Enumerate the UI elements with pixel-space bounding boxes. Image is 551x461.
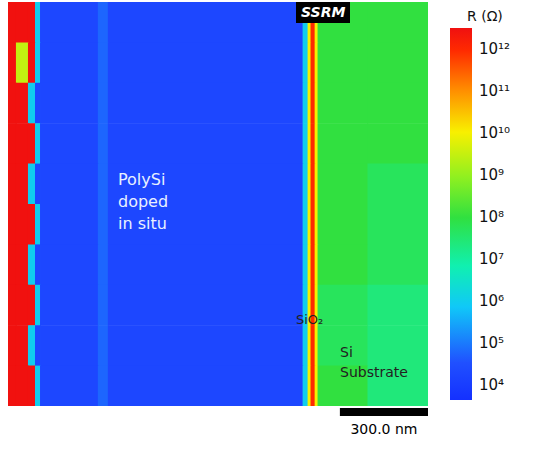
svg-text:10¹¹: 10¹¹	[479, 82, 510, 100]
svg-text:10⁸: 10⁸	[479, 208, 504, 226]
svg-text:Si: Si	[340, 344, 353, 360]
svg-text:10⁴: 10⁴	[479, 376, 504, 394]
svg-text:SSRM: SSRM	[301, 4, 345, 20]
svg-text:doped: doped	[118, 192, 168, 211]
svg-text:10⁵: 10⁵	[479, 334, 504, 352]
svg-text:SiO₂: SiO₂	[296, 312, 323, 327]
svg-text:Substrate: Substrate	[340, 364, 408, 380]
svg-text:10⁷: 10⁷	[479, 250, 504, 268]
svg-text:R (Ω): R (Ω)	[467, 8, 503, 24]
svg-text:10¹⁰: 10¹⁰	[479, 124, 510, 142]
svg-text:300.0 nm: 300.0 nm	[350, 421, 417, 437]
svg-text:10⁹: 10⁹	[479, 166, 504, 184]
svg-text:10¹²: 10¹²	[479, 40, 510, 58]
svg-text:in situ: in situ	[118, 214, 167, 233]
svg-text:PolySi: PolySi	[118, 170, 165, 189]
svg-text:10⁶: 10⁶	[479, 292, 504, 310]
